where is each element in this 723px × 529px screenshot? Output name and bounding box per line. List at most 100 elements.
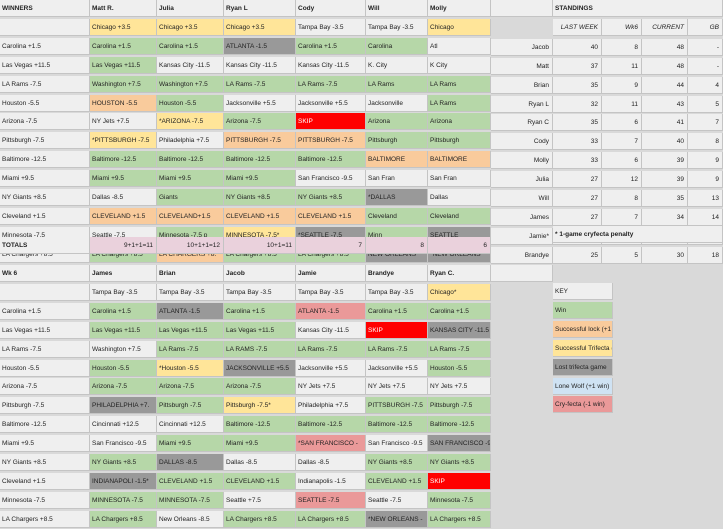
pick-cell[interactable]: Cincinnati +12.5	[157, 416, 224, 434]
pick-cell[interactable]: Baltimore -12.5	[296, 151, 366, 169]
pick-cell[interactable]: NY Jets +7.5	[428, 378, 491, 396]
winners-header-cell[interactable]: Ryan L	[224, 0, 296, 17]
winners-header-cell[interactable]: Matt R.	[90, 0, 157, 17]
pick-cell[interactable]: LA Rams	[428, 75, 491, 93]
pick-cell[interactable]: San Francisco -9.5	[90, 435, 157, 453]
pick-cell[interactable]: NY Jets +7.5	[366, 378, 428, 396]
pick-cell[interactable]: Tampa Bay -3.5	[366, 283, 428, 301]
wk6-header-cell[interactable]: James	[90, 265, 157, 282]
pick-cell[interactable]: Kansas City -11.5	[296, 56, 366, 74]
pick-cell[interactable]: LA Rams -7.5	[428, 340, 491, 358]
pick-cell[interactable]: *NEW ORLEANS -	[366, 510, 428, 528]
pick-cell[interactable]: NY Giants +8.5	[90, 454, 157, 471]
empty-cell[interactable]	[491, 265, 553, 282]
pick-cell[interactable]: Baltimore -12.5	[296, 416, 366, 434]
pick-cell[interactable]: Seattle -7.5	[366, 491, 428, 509]
pick-cell[interactable]: Minnesota -7.5	[428, 491, 491, 509]
pick-cell[interactable]: PHILADELPHIA +7.	[90, 397, 157, 415]
pick-cell[interactable]: Miami +9.5	[90, 170, 157, 188]
pick-cell[interactable]: Arizona -7.5	[224, 378, 296, 396]
pick-cell[interactable]: Chicago +3.5	[90, 18, 157, 36]
pick-cell[interactable]: CLEVELAND +1.5	[224, 472, 296, 490]
pick-cell[interactable]: Pittsburgh	[366, 132, 428, 150]
pick-cell[interactable]: Miami +9.5	[224, 435, 296, 453]
wk6-header-cell[interactable]: Wk 6	[0, 265, 90, 282]
pick-cell[interactable]: San Fran	[428, 170, 491, 188]
pick-cell[interactable]: LA Rams -7.5	[224, 75, 296, 93]
pick-cell[interactable]: K City	[428, 56, 491, 74]
pick-cell[interactable]: CLEVELAND +1.5	[296, 207, 366, 225]
pick-cell[interactable]: Arizona	[428, 113, 491, 131]
game-label-cell[interactable]: LA Rams -7.5	[0, 340, 90, 358]
pick-cell[interactable]: LA Chargers +8.5	[428, 510, 491, 528]
total-cell[interactable]: 10+1+1=12	[157, 237, 224, 254]
pick-cell[interactable]: Baltimore -12.5	[157, 151, 224, 169]
wk6-header-cell[interactable]: Ryan C.	[428, 265, 491, 282]
pick-cell[interactable]: CLEVELAND+1.5	[157, 207, 224, 225]
game-label-cell[interactable]: Miami +9.5	[0, 170, 90, 188]
pick-cell[interactable]: Jacksonville	[366, 94, 428, 112]
pick-cell[interactable]: Jacksonville +5.5	[296, 359, 366, 377]
pick-cell[interactable]: Pittsburgh	[428, 132, 491, 150]
pick-cell[interactable]: *PITTSBURGH -7.5	[90, 132, 157, 150]
pick-cell[interactable]: CLEVELAND +1.5	[366, 472, 428, 490]
pick-cell[interactable]: Dallas -8.5	[90, 189, 157, 206]
pick-cell[interactable]: Carolina +1.5	[428, 302, 491, 320]
pick-cell[interactable]: Baltimore -12.5	[90, 151, 157, 169]
pick-cell[interactable]: Las Vegas +11.5	[224, 321, 296, 339]
pick-cell[interactable]: Pittsburgh -7.5	[157, 397, 224, 415]
game-label-cell[interactable]: LA Chargers +8.5	[0, 510, 90, 528]
pick-cell[interactable]: Tampa Bay -3.5	[157, 283, 224, 301]
pick-cell[interactable]: PITTSBURGH -7.5	[224, 132, 296, 150]
pick-cell[interactable]: Washington +7.5	[90, 75, 157, 93]
pick-cell[interactable]: Kansas City -11.5	[296, 321, 366, 339]
total-cell[interactable]: 8	[366, 237, 428, 254]
pick-cell[interactable]: Cleveland	[428, 207, 491, 225]
pick-cell[interactable]: LA Rams	[428, 94, 491, 112]
game-label-cell[interactable]: NY Giants +8.5	[0, 454, 90, 471]
pick-cell[interactable]: NY Giants +8.5	[428, 454, 491, 471]
pick-cell[interactable]: Houston -5.5	[157, 94, 224, 112]
pick-cell[interactable]: Las Vegas +11.5	[90, 321, 157, 339]
pick-cell[interactable]: Baltimore -12.5	[366, 416, 428, 434]
pick-cell[interactable]: DALLAS -8.5	[157, 454, 224, 471]
pick-cell[interactable]: ATLANTA -1.5	[157, 302, 224, 320]
game-label-cell[interactable]: Cleveland +1.5	[0, 207, 90, 225]
pick-cell[interactable]: Dallas -8.5	[296, 454, 366, 471]
winners-header-cell[interactable]: Molly	[428, 0, 491, 17]
pick-cell[interactable]: Houston -5.5	[428, 359, 491, 377]
pick-cell[interactable]: LA Rams -7.5	[366, 340, 428, 358]
pick-cell[interactable]: San Fran	[366, 170, 428, 188]
pick-cell[interactable]: Arizona	[366, 113, 428, 131]
pick-cell[interactable]: NY Giants +8.5	[296, 189, 366, 206]
pick-cell[interactable]: Carolina +1.5	[90, 302, 157, 320]
pick-cell[interactable]: Carolina +1.5	[224, 302, 296, 320]
pick-cell[interactable]: LA RAMS -7.5	[224, 340, 296, 358]
pick-cell[interactable]: Chicago +3.5	[157, 18, 224, 36]
pick-cell[interactable]: SKIP	[428, 472, 491, 490]
pick-cell[interactable]: Cincinnati +12.5	[90, 416, 157, 434]
pick-cell[interactable]: LA Rams	[366, 75, 428, 93]
pick-cell[interactable]: Dallas -8.5	[224, 454, 296, 471]
wk6-header-cell[interactable]: Brian	[157, 265, 224, 282]
pick-cell[interactable]: Carolina +1.5	[366, 302, 428, 320]
game-label-cell[interactable]: NY Giants +8.5	[0, 189, 90, 206]
wk6-header-cell[interactable]: Jacob	[224, 265, 296, 282]
pick-cell[interactable]: Las Vegas +11.5	[157, 321, 224, 339]
pick-cell[interactable]: SKIP	[366, 321, 428, 339]
pick-cell[interactable]: Chicago*	[428, 283, 491, 301]
pick-cell[interactable]: Miami +9.5	[157, 435, 224, 453]
pick-cell[interactable]: PITTSBURGH -7.5	[296, 132, 366, 150]
pick-cell[interactable]: CLEVELAND +1.5	[90, 207, 157, 225]
pick-cell[interactable]: SEATTLE -7.5	[296, 491, 366, 509]
pick-cell[interactable]: CLEVELAND +1.5	[224, 207, 296, 225]
pick-cell[interactable]: Jacksonville +5.5	[366, 359, 428, 377]
pick-cell[interactable]: Kansas City -11.5	[224, 56, 296, 74]
pick-cell[interactable]: San Francisco -9.5	[366, 435, 428, 453]
pick-cell[interactable]: JACKSONVILLE +5.5	[224, 359, 296, 377]
total-cell[interactable]: 7	[296, 237, 366, 254]
pick-cell[interactable]: ATLANTA -1.5	[224, 37, 296, 55]
pick-cell[interactable]: Seattle +7.5	[224, 491, 296, 509]
pick-cell[interactable]: Carolina +1.5	[157, 37, 224, 55]
pick-cell[interactable]: Kansas City -11.5	[157, 56, 224, 74]
